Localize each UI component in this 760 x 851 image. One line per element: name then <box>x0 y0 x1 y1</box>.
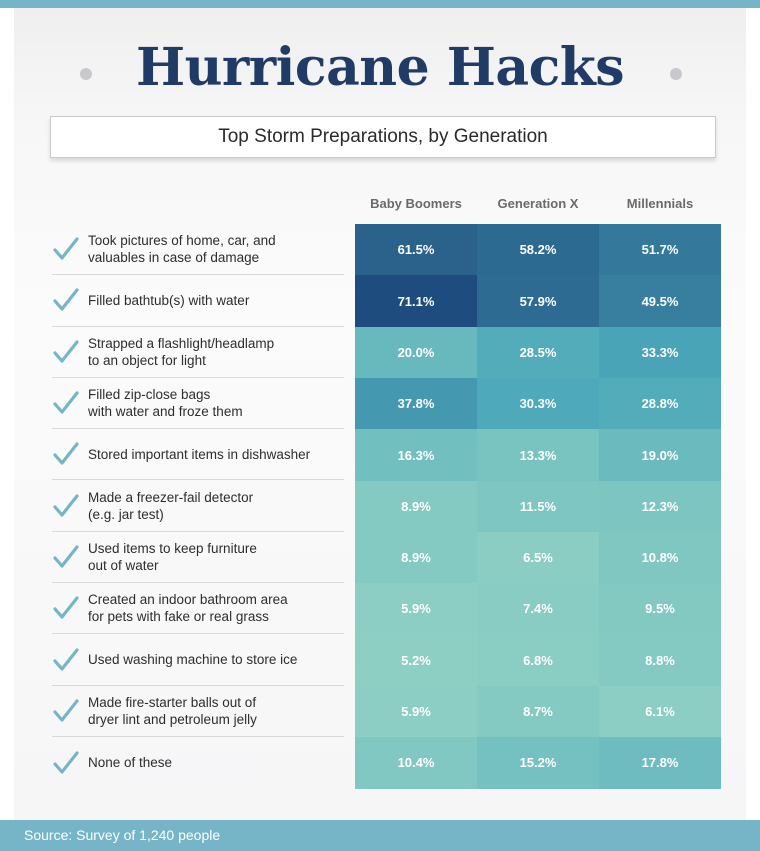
heatmap-cell: 12.3% <box>599 480 721 533</box>
heatmap-cell: 51.7% <box>599 224 721 276</box>
heatmap-cell: 8.9% <box>355 480 477 533</box>
row-label-text: Took pictures of home, car, and valuable… <box>88 233 276 266</box>
column-header: Baby Boomers <box>370 196 462 211</box>
heatmap-cell: 49.5% <box>599 275 721 328</box>
heatmap-cell: 16.3% <box>355 429 477 481</box>
heatmap-cell: 37.8% <box>355 377 477 430</box>
heatmap-cell: 19.0% <box>599 429 721 481</box>
checkmark-icon <box>52 235 80 263</box>
row-label: Took pictures of home, car, and valuable… <box>52 224 344 276</box>
heatmap-cell: 58.2% <box>477 224 599 276</box>
decorative-dot-right <box>670 68 682 80</box>
heatmap-cell: 7.4% <box>477 583 599 635</box>
heatmap-cell: 30.3% <box>477 377 599 430</box>
checkmark-icon <box>52 389 80 417</box>
heatmap-cell: 33.3% <box>599 326 721 379</box>
checkmark-icon <box>52 646 80 674</box>
row-label-text: Used washing machine to store ice <box>88 652 298 668</box>
heatmap-cell: 9.5% <box>599 583 721 635</box>
heatmap-cell: 15.2% <box>477 737 599 789</box>
row-label: Filled bathtub(s) with water <box>52 275 344 327</box>
row-label: Strapped a flashlight/headlamp to an obj… <box>52 327 344 378</box>
heatmap-cell: 6.1% <box>599 685 721 738</box>
row-label: Made a freezer-fail detector (e.g. jar t… <box>52 481 344 532</box>
row-label: Used items to keep furniture out of wate… <box>52 532 344 584</box>
column-header: Millennials <box>626 196 694 211</box>
decorative-dot-left <box>80 68 92 80</box>
row-label-text: Stored important items in dishwasher <box>88 446 311 462</box>
column-header: Generation X <box>497 196 579 211</box>
row-label: Used washing machine to store ice <box>52 634 344 686</box>
checkmark-icon <box>52 440 80 468</box>
checkmark-icon <box>52 594 80 622</box>
row-label: None of these <box>52 737 344 788</box>
heatmap-cell: 57.9% <box>477 275 599 328</box>
heatmap-cell: 8.9% <box>355 531 477 584</box>
row-label-text: Made fire-starter balls out of dryer lin… <box>88 694 257 727</box>
checkmark-icon <box>52 286 80 314</box>
heatmap-cell: 10.4% <box>355 737 477 789</box>
top-accent-bar <box>0 0 760 8</box>
row-label-text: Made a freezer-fail detector (e.g. jar t… <box>88 489 254 522</box>
row-label: Made fire-starter balls out of dryer lin… <box>52 686 344 737</box>
row-label-text: Created an indoor bathroom area for pets… <box>88 592 288 625</box>
checkmark-icon <box>52 543 80 571</box>
heatmap-cell: 17.8% <box>599 737 721 789</box>
checkmark-icon <box>52 338 80 366</box>
heatmap-cell: 8.7% <box>477 685 599 738</box>
row-label: Created an indoor bathroom area for pets… <box>52 583 344 635</box>
heatmap-cell: 8.8% <box>599 634 721 687</box>
chart-subtitle: Top Storm Preparations, by Generation <box>50 116 716 158</box>
row-label: Filled zip-close bags with water and fro… <box>52 378 344 430</box>
heatmap-cell: 5.9% <box>355 685 477 738</box>
heatmap-cell: 5.2% <box>355 634 477 687</box>
row-label-text: None of these <box>88 755 173 771</box>
row-label-text: Filled bathtub(s) with water <box>88 292 250 308</box>
heatmap-cell: 10.8% <box>599 531 721 584</box>
heatmap-cell: 13.3% <box>477 429 599 481</box>
page-title: Hurricane Hacks <box>135 37 625 98</box>
heatmap-cell: 6.8% <box>477 634 599 687</box>
heatmap-cell: 11.5% <box>477 480 599 533</box>
row-label: Stored important items in dishwasher <box>52 429 344 481</box>
heatmap-cell: 20.0% <box>355 326 477 379</box>
heatmap-cell: 28.5% <box>477 326 599 379</box>
row-label-text: Used items to keep furniture out of wate… <box>88 540 257 573</box>
heatmap-cell: 6.5% <box>477 531 599 584</box>
row-label-text: Strapped a flashlight/headlamp to an obj… <box>88 335 275 368</box>
row-label-text: Filled zip-close bags with water and fro… <box>88 387 243 420</box>
checkmark-icon <box>52 749 80 777</box>
source-note: Source: Survey of 1,240 people <box>24 827 221 843</box>
checkmark-icon <box>52 492 80 520</box>
heatmap-cell: 28.8% <box>599 377 721 430</box>
heatmap-cell: 71.1% <box>355 275 477 328</box>
heatmap-cell: 5.9% <box>355 583 477 635</box>
bottom-accent-bar <box>0 820 760 851</box>
heatmap-cell: 61.5% <box>355 224 477 276</box>
checkmark-icon <box>52 697 80 725</box>
